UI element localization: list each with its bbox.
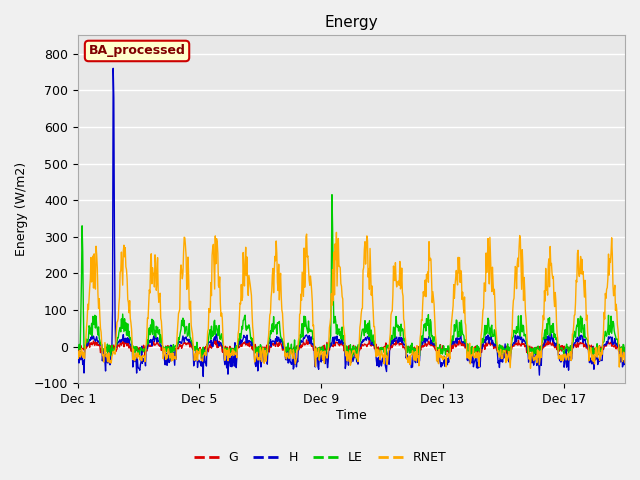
LE xyxy=(353,356,360,362)
Y-axis label: Energy (W/m2): Energy (W/m2) xyxy=(15,162,28,256)
H xyxy=(385,361,393,367)
G xyxy=(74,347,81,353)
LE xyxy=(273,331,281,337)
Line: G: G xyxy=(77,340,625,355)
LE xyxy=(93,326,101,332)
RNET xyxy=(74,350,81,356)
H xyxy=(93,338,101,344)
G xyxy=(303,337,310,343)
G xyxy=(141,352,148,358)
LE xyxy=(203,346,211,351)
H xyxy=(303,334,311,339)
RNET xyxy=(385,347,392,353)
RNET xyxy=(527,365,534,371)
RNET xyxy=(203,347,211,352)
Line: RNET: RNET xyxy=(77,232,625,368)
RNET xyxy=(621,360,629,365)
LE xyxy=(385,343,393,348)
G xyxy=(621,345,629,350)
H xyxy=(517,334,525,340)
RNET xyxy=(302,234,310,240)
LE xyxy=(74,345,81,351)
RNET xyxy=(273,251,281,256)
G xyxy=(545,337,552,343)
G xyxy=(203,345,211,351)
H xyxy=(274,335,282,341)
H xyxy=(109,65,117,71)
Line: LE: LE xyxy=(77,195,625,359)
H xyxy=(200,373,207,379)
RNET xyxy=(93,265,101,271)
LE xyxy=(517,313,525,319)
LE xyxy=(302,321,310,326)
LE xyxy=(328,192,336,198)
G xyxy=(93,339,101,345)
G xyxy=(385,347,392,352)
G xyxy=(516,342,524,348)
H xyxy=(621,354,629,360)
LE xyxy=(621,345,629,351)
H xyxy=(204,343,211,348)
RNET xyxy=(516,237,524,242)
Title: Energy: Energy xyxy=(324,15,378,30)
Legend: G, H, LE, RNET: G, H, LE, RNET xyxy=(189,446,451,469)
H xyxy=(74,352,81,358)
Text: BA_processed: BA_processed xyxy=(88,45,186,58)
G xyxy=(273,342,281,348)
Line: H: H xyxy=(77,68,625,376)
X-axis label: Time: Time xyxy=(336,409,367,422)
RNET xyxy=(333,229,340,235)
